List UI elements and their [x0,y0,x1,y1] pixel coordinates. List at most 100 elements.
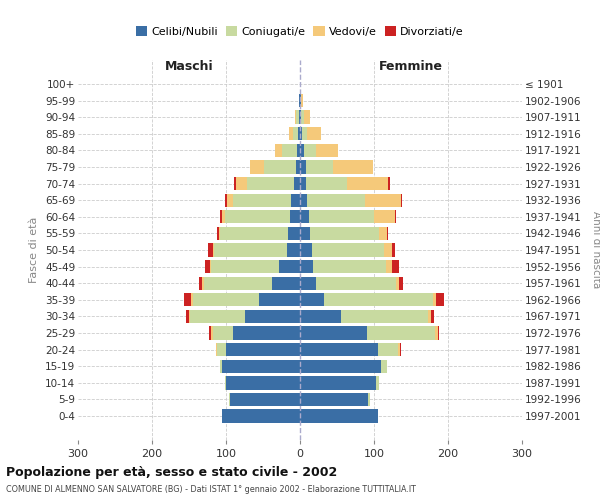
Bar [300,194,307,207]
Bar [376,376,379,390]
Bar [374,210,395,224]
Bar [300,144,304,157]
Bar [367,326,436,340]
Bar [300,326,367,340]
Bar [392,244,395,256]
Bar [436,326,437,340]
Bar [191,293,193,306]
Bar [304,110,310,124]
Bar [217,343,226,356]
Bar [436,293,443,306]
Bar [378,343,398,356]
Y-axis label: Fasce di età: Fasce di età [29,217,40,283]
Bar [302,127,307,140]
Bar [312,244,385,256]
Bar [396,276,399,290]
Bar [428,310,431,323]
Bar [236,177,247,190]
Bar [245,310,300,323]
Bar [300,94,301,107]
Bar [299,110,300,124]
Bar [332,160,373,173]
Bar [300,160,306,173]
Bar [202,276,204,290]
Bar [212,326,233,340]
Bar [379,226,386,240]
Bar [304,144,316,157]
Bar [259,293,300,306]
Bar [214,244,287,256]
Bar [297,144,300,157]
Bar [313,260,386,274]
Bar [282,144,297,157]
Bar [226,376,300,390]
Bar [433,293,436,306]
Bar [225,194,227,207]
Bar [209,326,211,340]
Bar [222,360,300,373]
Bar [186,310,189,323]
Bar [399,276,403,290]
Bar [222,410,300,422]
Bar [300,410,378,422]
Bar [300,177,306,190]
Bar [264,160,296,173]
Bar [298,127,300,140]
Bar [215,343,217,356]
Bar [300,226,310,240]
Bar [250,160,264,173]
Bar [300,376,376,390]
Bar [307,194,365,207]
Bar [401,194,402,207]
Bar [365,194,401,207]
Bar [300,393,368,406]
Bar [386,260,392,274]
Bar [296,110,299,124]
Bar [226,343,300,356]
Bar [307,127,321,140]
Bar [306,177,347,190]
Bar [234,177,236,190]
Bar [306,160,332,173]
Bar [290,210,300,224]
Bar [204,276,272,290]
Bar [395,210,396,224]
Bar [224,376,226,390]
Bar [220,210,221,224]
Bar [300,110,301,124]
Legend: Celibi/Nubili, Coniugati/e, Vedovi/e, Divorziati/e: Celibi/Nubili, Coniugati/e, Vedovi/e, Di… [132,22,468,41]
Bar [316,276,396,290]
Bar [300,276,316,290]
Bar [300,244,312,256]
Bar [211,326,212,340]
Bar [341,310,428,323]
Text: COMUNE DI ALMENNO SAN SALVATORE (BG) - Dati ISTAT 1° gennaio 2002 - Elaborazione: COMUNE DI ALMENNO SAN SALVATORE (BG) - D… [6,485,416,494]
Bar [218,226,220,240]
Bar [300,127,302,140]
Bar [431,310,434,323]
Bar [300,343,378,356]
Bar [300,360,382,373]
Bar [310,226,379,240]
Bar [289,127,293,140]
Y-axis label: Anni di nascita: Anni di nascita [591,212,600,288]
Bar [392,260,399,274]
Bar [382,360,386,373]
Bar [205,260,210,274]
Bar [208,244,212,256]
Bar [275,144,282,157]
Bar [437,326,439,340]
Bar [323,293,433,306]
Bar [229,393,230,406]
Bar [211,260,279,274]
Text: Popolazione per età, sesso e stato civile - 2002: Popolazione per età, sesso e stato civil… [6,466,337,479]
Bar [295,110,296,124]
Bar [193,293,259,306]
Bar [230,393,300,406]
Bar [291,194,300,207]
Bar [296,160,300,173]
Bar [190,310,245,323]
Bar [301,110,304,124]
Bar [293,127,298,140]
Bar [287,244,300,256]
